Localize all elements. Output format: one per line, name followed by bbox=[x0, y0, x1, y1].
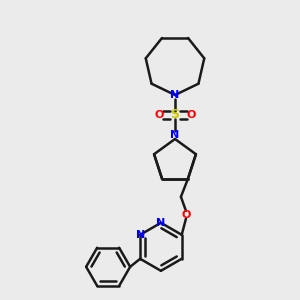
Text: N: N bbox=[156, 218, 166, 228]
Text: N: N bbox=[136, 230, 145, 240]
Text: O: O bbox=[181, 210, 190, 220]
Text: N: N bbox=[170, 90, 180, 100]
Text: O: O bbox=[186, 110, 196, 120]
Text: N: N bbox=[170, 130, 180, 140]
Text: O: O bbox=[154, 110, 164, 120]
Text: S: S bbox=[170, 109, 179, 122]
